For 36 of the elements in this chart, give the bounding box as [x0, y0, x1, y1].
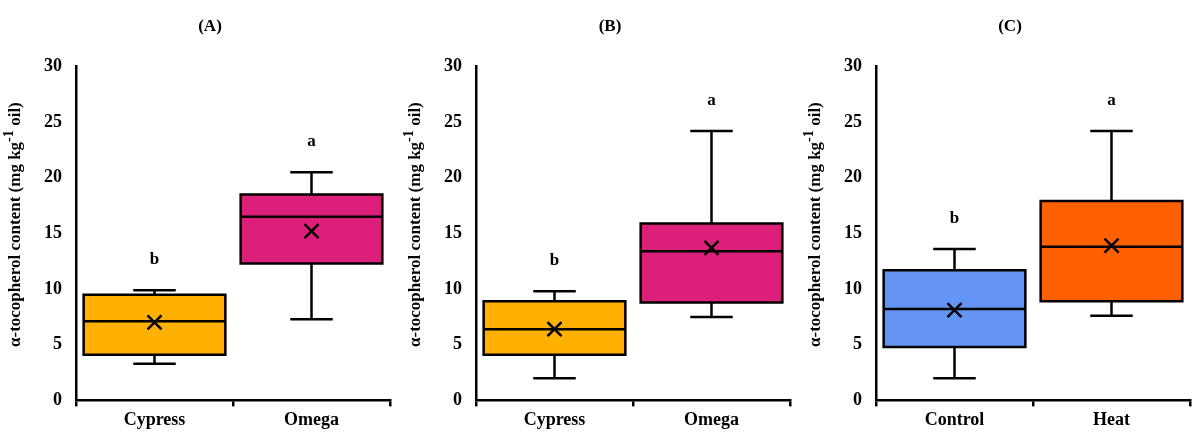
- y-tick-label: 0: [853, 389, 862, 410]
- annotation: b: [149, 249, 160, 269]
- y-tick-label: 20: [44, 166, 62, 187]
- y-tick-label: 10: [444, 277, 462, 298]
- y-tick-label: 0: [53, 389, 62, 410]
- y-tick-label: 30: [844, 55, 862, 76]
- x-tick-label: Omega: [684, 408, 739, 429]
- x-tick-label: Cypress: [123, 408, 186, 429]
- y-tick-label: 5: [853, 333, 862, 354]
- y-tick-label: 25: [44, 110, 62, 131]
- y-tick-label: 20: [844, 166, 862, 187]
- chart-title: (B): [598, 15, 622, 35]
- x-tick-label: Omega: [284, 408, 339, 429]
- x-tick-label: Control: [924, 408, 985, 429]
- y-tick-label: 30: [444, 55, 462, 76]
- y-tick-label: 5: [53, 333, 62, 354]
- chart-title: (C): [998, 15, 1022, 35]
- annotation: a: [1107, 89, 1117, 109]
- y-tick-label: 10: [44, 277, 62, 298]
- y-tick-label: 20: [444, 166, 462, 187]
- y-tick-label: 25: [844, 110, 862, 131]
- y-tick-label: 5: [453, 333, 462, 354]
- y-tick-label: 10: [844, 277, 862, 298]
- x-tick-label: Cypress: [523, 408, 586, 429]
- chart-title: (A): [198, 15, 222, 35]
- x-tick-label: Heat: [1093, 408, 1130, 429]
- y-tick-label: 25: [444, 110, 462, 131]
- annotation: a: [307, 131, 317, 151]
- y-tick-label: 30: [44, 55, 62, 76]
- y-tick-label: 15: [44, 222, 62, 243]
- y-tick-label: 15: [844, 222, 862, 243]
- annotation: a: [707, 89, 717, 109]
- y-tick-label: 15: [444, 222, 462, 243]
- y-tick-label: 0: [453, 389, 462, 410]
- annotation: b: [549, 250, 560, 270]
- annotation: b: [949, 207, 960, 227]
